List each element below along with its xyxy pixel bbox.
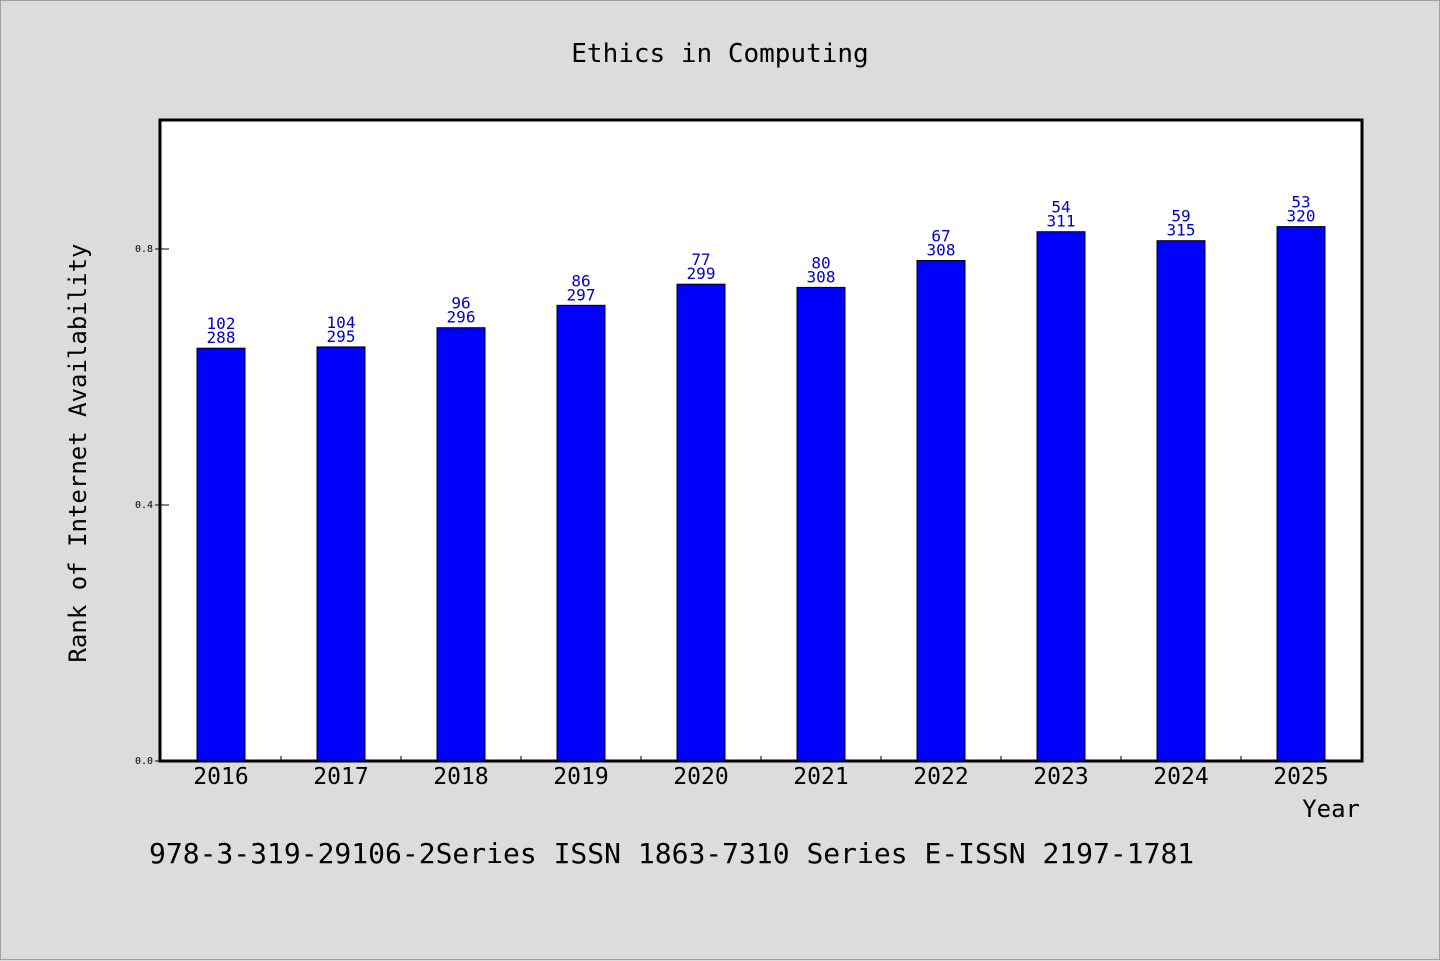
data-label-bottom-2021: 308 [807, 267, 836, 286]
data-label-top-2021: 80 [811, 253, 830, 272]
data-label-bottom-2023: 311 [1047, 212, 1076, 231]
data-label-bottom-2017: 295 [327, 327, 356, 346]
x-tick-label-2018: 2018 [433, 764, 488, 790]
y-axis-title: Rank of Internet Availability [64, 243, 92, 662]
bar-2022 [916, 260, 966, 762]
y-tick-label: 0.0 [135, 756, 153, 767]
bars-group: 1022881042959629686297772998030867308543… [196, 193, 1326, 762]
data-label-top-2018: 96 [451, 294, 470, 313]
bar-2020 [676, 283, 726, 762]
footer-text: 978-3-319-29106-2Series ISSN 1863-7310 S… [149, 837, 1194, 870]
data-label-bottom-2019: 297 [567, 285, 596, 304]
data-label-top-2025: 53 [1291, 193, 1310, 212]
y-tick-label: 0.4 [135, 500, 153, 511]
data-label-top-2022: 67 [931, 227, 950, 246]
chart-title: Ethics in Computing [571, 39, 868, 69]
data-label-top-2019: 86 [571, 271, 590, 290]
data-label-bottom-2022: 308 [927, 241, 956, 260]
data-label-top-2024: 59 [1171, 207, 1190, 226]
bar-2021 [796, 286, 846, 762]
x-axis-title: Year [1302, 795, 1360, 823]
y-tick-label: 0.8 [135, 244, 153, 255]
x-tick-label-2021: 2021 [793, 764, 848, 790]
x-tick-label-2023: 2023 [1033, 764, 1088, 790]
x-tick-label-2020: 2020 [673, 764, 728, 790]
bar-2019 [556, 304, 606, 762]
data-label-bottom-2025: 320 [1287, 207, 1316, 226]
bar-2017 [316, 346, 366, 762]
axis-ticks: 2016 2017 2018 2019 2020 2021 2022 2023 2024 2025… [135, 244, 1329, 790]
x-tick-label-2024: 2024 [1153, 764, 1208, 790]
data-label-top-2020: 77 [691, 250, 710, 269]
data-label-bottom-2016: 288 [207, 328, 236, 347]
x-tick-label-2022: 2022 [913, 764, 968, 790]
x-tick-label-2017: 2017 [313, 764, 368, 790]
data-label-top-2023: 54 [1051, 198, 1070, 217]
data-label-bottom-2020: 299 [687, 264, 716, 283]
bar-2024 [1156, 240, 1206, 762]
data-label-top-2016: 102 [207, 314, 236, 333]
x-tick-label-2019: 2019 [553, 764, 608, 790]
bar-2018 [436, 327, 486, 762]
x-tick-label-2025: 2025 [1273, 764, 1328, 790]
bar-2016 [196, 347, 246, 762]
x-tick-label-2016: 2016 [193, 764, 248, 790]
data-label-bottom-2024: 315 [1167, 221, 1196, 240]
data-label-bottom-2018: 296 [447, 308, 476, 327]
bar-2023 [1036, 231, 1086, 762]
bar-2025 [1276, 226, 1326, 762]
data-label-top-2017: 104 [327, 313, 356, 332]
